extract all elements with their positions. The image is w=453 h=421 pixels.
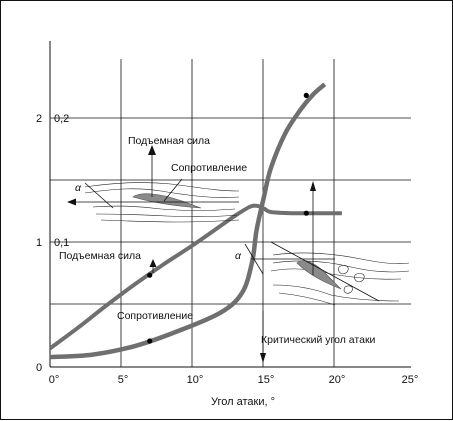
x-tick-25: 25°	[402, 374, 419, 386]
curve-marker-3	[303, 92, 309, 98]
separated-flow-sketch: α	[235, 181, 410, 306]
annotation-critical-angle: Критический угол атаки	[261, 334, 376, 346]
annotation-drag-low: Сопротивление	[117, 310, 193, 322]
grid	[50, 59, 411, 367]
annotation-lift-top: Подъемная сила	[128, 135, 210, 147]
alpha-label-1: α	[75, 182, 82, 194]
critical-angle-indicator	[260, 311, 266, 363]
curve-marker-2	[303, 210, 309, 216]
drag-curve	[49, 82, 327, 360]
y-tick-2: 2	[36, 113, 42, 125]
airfoil-2-icon	[296, 260, 342, 290]
x-tick-5: 5°	[118, 374, 129, 386]
annotation-lift-mid: Подъемная сила	[59, 250, 141, 262]
x-axis-label: Угол атаки, °	[211, 396, 275, 408]
curve-marker-1	[147, 338, 153, 344]
y-tick-1: 1	[36, 237, 42, 249]
lift-arrow-mid	[149, 259, 157, 273]
annotation-drag-top: Сопротивление	[171, 162, 247, 174]
alpha-label-2: α	[235, 250, 242, 262]
y-tick-secondary-1: 0,1	[54, 237, 69, 249]
x-tick-20: 20°	[329, 374, 346, 386]
y-tick-0: 0	[36, 362, 42, 374]
curve-markers	[147, 92, 309, 344]
y-tick-secondary-2: 0,2	[54, 113, 69, 125]
x-tick-15: 15°	[258, 374, 275, 386]
lift-curve	[48, 203, 342, 351]
x-tick-10: 10°	[187, 374, 204, 386]
curve-marker-0	[147, 272, 153, 278]
attached-flow-sketch: α	[67, 145, 240, 223]
airfoil-1-icon	[132, 193, 202, 209]
x-tick-0: 0°	[49, 374, 60, 386]
